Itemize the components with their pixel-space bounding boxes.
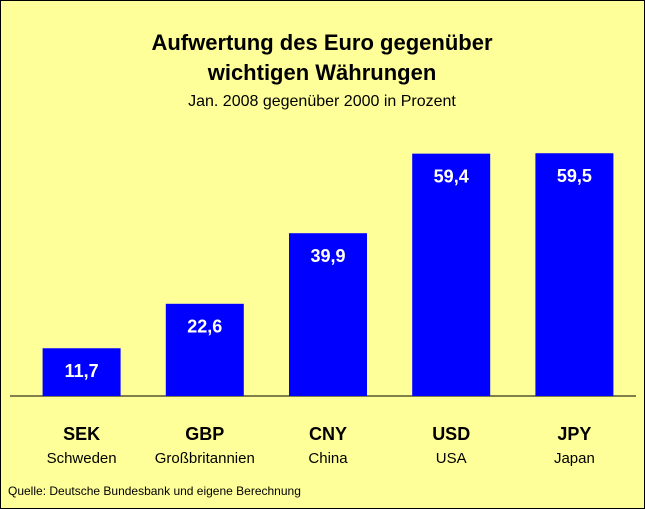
bar [42,348,121,396]
bar [165,303,244,396]
value-label: 59,5 [557,166,592,186]
chart-subtitle: Jan. 2008 gegenüber 2000 in Prozent [188,93,456,110]
chart-title: Aufwertung des Euro gegenüber [151,30,492,55]
x-tick-sublabel: USA [436,450,467,467]
source: Quelle: Deutsche Bundesbank und eigene B… [8,484,301,498]
value-label: 11,7 [65,361,99,381]
x-tick-label: USD [432,424,470,444]
x-tick-sublabel: Schweden [47,450,117,467]
bar [535,153,614,396]
bar [412,153,491,396]
x-tick-label: CNY [309,424,347,444]
x-tick-sublabel: Großbritannien [155,450,255,467]
value-label: 39,9 [310,246,345,266]
value-label: 59,4 [434,166,469,186]
x-tick-label: SEK [63,424,100,444]
bar [289,233,367,396]
x-tick-label: JPY [557,424,591,444]
x-tick-label: GBP [185,424,224,444]
x-tick-sublabel: Japan [554,450,595,467]
chart-title: wichtigen Währungen [207,60,437,85]
x-tick-sublabel: China [308,450,348,467]
value-label: 22,6 [187,317,222,337]
